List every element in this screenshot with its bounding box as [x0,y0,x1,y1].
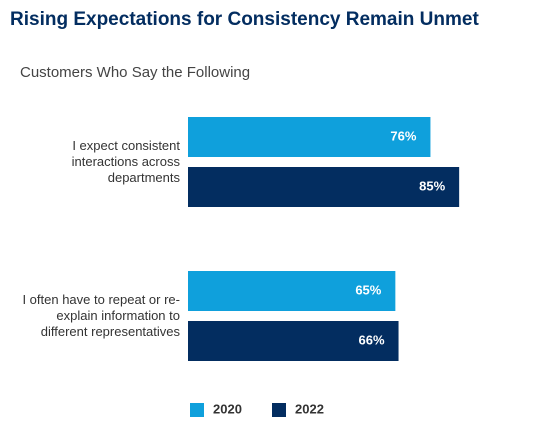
category-label: I often have to repeat or re-explain inf… [22,292,180,339]
bar [188,117,431,157]
data-label: 85% [419,178,445,193]
bar [188,321,399,361]
category-label: I expect consistent interactions across … [71,138,180,185]
legend-label: 2020 [213,401,242,416]
bar [188,167,460,207]
chart-title: Rising Expectations for Consistency Rema… [10,9,479,30]
data-label: 76% [390,128,416,143]
bar [188,271,396,311]
legend-label: 2022 [295,401,324,416]
legend-swatch [190,403,204,417]
data-label: 66% [359,332,385,347]
chart-subtitle: Customers Who Say the Following [20,64,250,81]
legend-swatch [272,403,286,417]
data-label: 65% [355,282,381,297]
